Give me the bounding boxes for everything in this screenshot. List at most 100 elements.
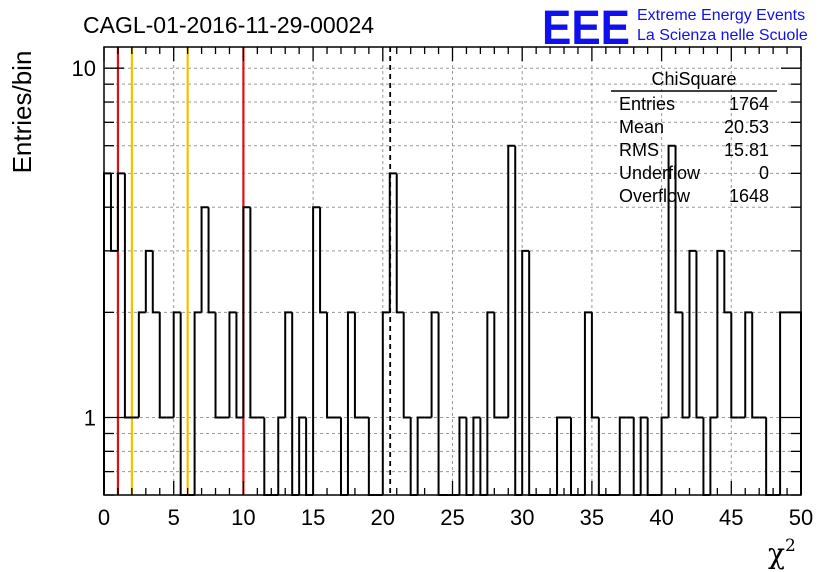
x-tick-label: 40	[649, 505, 673, 530]
histogram-bin	[597, 417, 606, 496]
stats-row-value: 1764	[729, 94, 769, 114]
histogram-bin	[528, 250, 537, 496]
histogram-bin	[730, 312, 739, 419]
stats-row-value: 20.53	[724, 117, 769, 137]
x-tick-label: 50	[789, 505, 813, 530]
histogram-bin	[416, 416, 425, 495]
stats-row-label: Underflow	[619, 163, 701, 183]
histogram-bin	[583, 311, 592, 495]
grid	[104, 47, 801, 496]
stats-row-value: 0	[759, 163, 769, 183]
stats-box: ChiSquare Entries 1764 Mean 20.53 RMS 15.81 Un…	[611, 69, 777, 206]
x-tick-label: 0	[98, 505, 110, 530]
histogram-bin	[618, 416, 627, 495]
histogram-bin	[144, 249, 153, 313]
histogram-bin	[667, 144, 676, 418]
x-tick-label: 35	[580, 505, 604, 530]
histogram-bin	[479, 417, 488, 496]
histogram-bin	[472, 416, 481, 495]
histogram-bin	[751, 312, 760, 419]
histogram-bin	[646, 417, 655, 496]
histogram-bin	[639, 416, 648, 495]
histogram-bin	[193, 311, 202, 495]
eee-logo-line1: Extreme Energy Events	[637, 7, 805, 24]
eee-logo-line2: La Scienza nelle Scuole	[637, 27, 808, 44]
x-tick-label: 25	[440, 505, 464, 530]
eee-logo-mark: EEE	[542, 2, 630, 55]
stats-row-label: Overflow	[619, 186, 691, 206]
histogram-bin	[521, 249, 530, 495]
histogram-bin	[346, 311, 355, 495]
stats-row-value: 1648	[729, 186, 769, 206]
stats-row-label: Mean	[619, 117, 664, 137]
histogram-bin	[298, 416, 307, 495]
histogram-bin	[235, 312, 244, 419]
stats-rows: Entries 1764 Mean 20.53 RMS 15.81 Underflow 0 Ov…	[619, 94, 769, 206]
histogram-bin	[207, 207, 216, 314]
histogram-bin	[312, 206, 321, 495]
histogram-bin	[158, 312, 167, 419]
x-tick-label: 15	[301, 505, 325, 530]
histogram-bin	[388, 172, 397, 313]
histogram-bin	[465, 417, 474, 496]
histogram-bin	[765, 417, 774, 496]
histogram-bin	[430, 311, 439, 418]
stats-row-value: 15.81	[724, 140, 769, 160]
histogram-bin	[277, 416, 286, 495]
histogram-bin	[103, 172, 111, 495]
stats-row-label: RMS	[619, 140, 659, 160]
histogram-bin	[402, 312, 411, 419]
histogram-bin	[723, 250, 732, 314]
histogram-bin	[172, 311, 181, 418]
histogram-bin	[688, 249, 697, 418]
marker-lines	[116, 47, 392, 495]
x-tick-label: 45	[719, 505, 743, 530]
histogram-bin	[458, 416, 467, 495]
eee-logo: EEE Extreme Energy Events La Scienza nel…	[542, 2, 808, 55]
histogram-bin	[339, 417, 348, 496]
histogram-bin	[794, 311, 802, 495]
histogram-bin	[702, 417, 711, 496]
x-tick-label: 20	[371, 505, 395, 530]
x-axis-label-superscript: 2	[785, 536, 796, 556]
histogram-bin	[326, 312, 335, 419]
histogram-bin	[779, 311, 788, 495]
x-axis-label: χ2	[768, 536, 796, 570]
histogram-bin	[486, 311, 495, 495]
histogram-bin	[514, 145, 523, 496]
histogram-bin	[590, 312, 599, 419]
histogram-bin	[228, 311, 237, 418]
histogram-bin	[632, 417, 641, 496]
histogram-bin	[263, 417, 272, 496]
histogram-bin	[353, 312, 362, 419]
histogram-bin	[674, 145, 683, 314]
histogram-bin	[437, 312, 446, 496]
chart-title: CAGL-01-2016-11-29-00024	[83, 12, 374, 38]
histogram-bin	[123, 173, 132, 419]
histogram-bin	[242, 206, 251, 418]
histogram-bin	[151, 250, 160, 314]
tick-labels: 0 5 10 15 20 25 30 35 40 45 50 1 10	[72, 56, 814, 530]
histogram-bin	[409, 417, 418, 496]
y-axis-label: Entries/bin	[7, 51, 37, 174]
histogram-bin	[381, 311, 390, 495]
histogram-bin	[116, 172, 125, 251]
stats-row-label: Entries	[619, 94, 675, 114]
histogram-bin	[507, 144, 516, 418]
histogram-bin	[744, 311, 753, 418]
histogram-bin	[214, 312, 223, 419]
x-axis-label-base: χ	[768, 537, 785, 570]
x-tick-label: 10	[231, 505, 255, 530]
axis-ticks	[103, 47, 802, 496]
histogram-bin	[660, 416, 669, 495]
y-tick-label: 1	[84, 406, 96, 431]
y-tick-label: 10	[72, 56, 96, 81]
histogram-bin	[716, 249, 725, 418]
histogram-bin	[569, 417, 578, 496]
histogram-bin	[319, 207, 328, 314]
histogram-bin	[681, 312, 690, 419]
histogram-bin	[200, 206, 209, 313]
histogram-bin	[556, 416, 565, 495]
histogram-bin	[291, 312, 300, 496]
